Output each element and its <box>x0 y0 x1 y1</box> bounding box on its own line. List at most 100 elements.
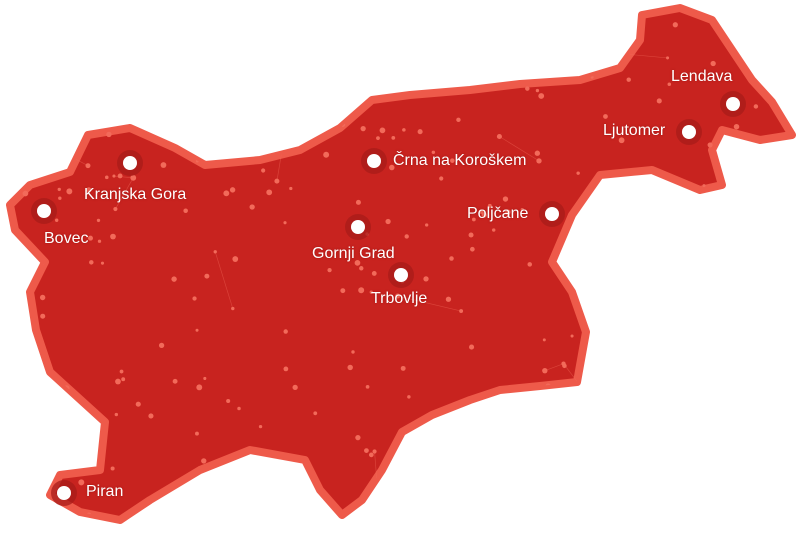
network-node <box>144 8 150 14</box>
city-marker-location-dot-icon[interactable] <box>720 91 746 117</box>
network-node <box>365 384 370 389</box>
network-node <box>666 515 670 520</box>
network-node <box>507 431 511 435</box>
network-node <box>481 212 487 218</box>
network-node <box>112 174 116 178</box>
city-label-kranjska-gora[interactable]: Kranjska Gora <box>84 186 187 203</box>
network-node <box>766 290 772 296</box>
network-node <box>618 361 623 366</box>
city-label-lendava[interactable]: Lendava <box>671 68 733 85</box>
city-label-poljcane[interactable]: Poljčane <box>467 205 529 222</box>
network-node <box>57 187 61 192</box>
network-node <box>278 482 282 487</box>
network-node <box>377 513 382 517</box>
network-node <box>542 338 546 342</box>
network-node <box>149 510 154 515</box>
network-node <box>359 266 364 271</box>
network-node <box>86 187 92 193</box>
network-node <box>470 246 475 252</box>
network-node <box>505 209 511 215</box>
network-node <box>96 218 101 223</box>
city-marker-location-dot-icon[interactable] <box>51 480 77 506</box>
network-node <box>527 262 533 267</box>
network-node <box>36 86 42 92</box>
network-node <box>106 131 112 138</box>
network-node <box>260 18 265 24</box>
network-node <box>450 158 455 163</box>
network-node <box>469 344 475 350</box>
network-node <box>66 188 73 195</box>
network-node <box>369 290 373 294</box>
network-node <box>85 80 89 84</box>
network-node <box>148 27 152 31</box>
network-node <box>685 218 691 224</box>
city-marker-location-dot-icon[interactable] <box>539 201 565 227</box>
network-node <box>204 273 210 279</box>
city-marker-location-dot-icon[interactable] <box>676 119 702 145</box>
network-node <box>471 217 476 222</box>
network-node <box>534 150 541 156</box>
network-node <box>258 424 263 429</box>
network-node <box>203 376 207 380</box>
network-node <box>385 218 391 225</box>
city-label-trbovlje[interactable]: Trbovlje <box>371 290 428 307</box>
network-node <box>645 321 649 326</box>
city-marker-location-dot-icon[interactable] <box>345 214 371 240</box>
network-line <box>115 177 134 210</box>
network-node <box>196 384 203 391</box>
network-node <box>248 492 252 496</box>
network-node <box>444 19 450 25</box>
network-node <box>699 219 705 225</box>
network-node <box>593 451 597 455</box>
city-marker-location-dot-icon[interactable] <box>388 262 414 288</box>
city-marker-location-dot-icon[interactable] <box>117 150 143 176</box>
network-node <box>502 196 509 202</box>
network-node <box>89 260 94 265</box>
network-node <box>183 208 188 213</box>
network-node <box>356 45 362 52</box>
city-marker-location-dot-icon[interactable] <box>361 148 387 174</box>
network-node <box>456 117 461 123</box>
network-node <box>391 135 396 140</box>
network-node <box>213 250 217 254</box>
network-line <box>499 136 540 162</box>
network-node <box>398 34 403 39</box>
network-node <box>740 502 746 507</box>
network-node <box>119 369 124 374</box>
network-node <box>30 408 36 414</box>
network-node <box>310 54 315 59</box>
network-node <box>85 163 91 169</box>
network-node <box>524 47 529 52</box>
network-node <box>760 414 767 421</box>
network-node <box>244 517 249 520</box>
network-node <box>431 150 436 155</box>
network-node <box>110 466 115 471</box>
network-node <box>32 101 36 106</box>
network-node <box>389 164 395 171</box>
city-label-ljutomer[interactable]: Ljutomer <box>603 122 666 139</box>
network-node <box>110 233 116 240</box>
network-node <box>491 228 496 232</box>
city-label-crna-na-koroskem[interactable]: Črna na Koroškem <box>393 152 527 169</box>
city-label-bovec[interactable]: Bovec <box>44 230 89 247</box>
network-node <box>232 256 239 262</box>
city-marker-location-dot-icon[interactable] <box>31 198 57 224</box>
city-label-piran[interactable]: Piran <box>86 483 124 500</box>
network-node <box>289 186 293 191</box>
network-node <box>292 384 298 391</box>
network-node <box>358 287 365 294</box>
network-node <box>80 80 86 87</box>
network-node <box>756 453 763 459</box>
network-node <box>104 175 109 180</box>
network-node <box>20 506 25 512</box>
network-node <box>372 449 377 454</box>
network-node <box>560 15 565 20</box>
network-node <box>100 261 105 265</box>
network-node <box>449 256 454 261</box>
network-line <box>705 299 709 353</box>
network-node <box>194 97 199 102</box>
city-label-gornji-grad[interactable]: Gornji Grad <box>312 245 395 262</box>
network-node <box>625 368 632 374</box>
network-node <box>115 378 121 385</box>
